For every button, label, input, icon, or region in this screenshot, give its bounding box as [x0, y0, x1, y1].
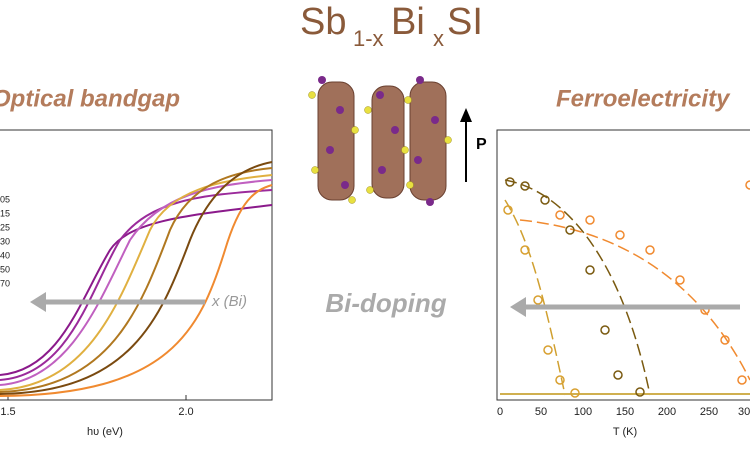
- marker: [600, 325, 610, 335]
- marker: [540, 195, 550, 205]
- marker: [348, 196, 356, 204]
- x-tick-label: 100: [574, 406, 592, 418]
- curve: [0, 167, 273, 393]
- marker: [520, 245, 530, 255]
- frame: [0, 129, 273, 401]
- legend-entry: 25: [0, 222, 10, 232]
- group: [503, 205, 580, 398]
- marker: [378, 166, 386, 174]
- center-label: Bi-doping: [325, 288, 446, 318]
- marker: [326, 146, 334, 154]
- marker: [351, 126, 359, 134]
- curve: [0, 184, 273, 397]
- marker: [414, 156, 422, 164]
- legend-entry: 15: [0, 208, 10, 218]
- curve: [0, 174, 273, 391]
- x-tick-label: 50: [535, 406, 547, 418]
- group: [308, 91, 452, 204]
- curve: [504, 199, 566, 396]
- marker: [737, 375, 747, 385]
- left-chart: [0, 129, 273, 401]
- curve: [504, 179, 651, 396]
- x-tick-label: 250: [700, 406, 718, 418]
- arrow-head: [30, 292, 46, 312]
- marker: [364, 106, 372, 114]
- marker: [613, 370, 623, 380]
- x-axis-label: hυ (eV): [87, 426, 123, 438]
- right-chart: [496, 129, 750, 401]
- marker: [745, 180, 750, 190]
- curve: [0, 189, 273, 381]
- x-tick-label: 0: [497, 406, 503, 418]
- marker: [555, 375, 565, 385]
- left-heading: Optical bandgap: [0, 85, 180, 112]
- arrow-label: x (Bi): [211, 293, 247, 310]
- marker: [426, 198, 434, 206]
- marker: [615, 230, 625, 240]
- marker: [555, 210, 565, 220]
- marker: [416, 76, 424, 84]
- legend-entry: 40: [0, 250, 10, 260]
- marker: [533, 295, 543, 305]
- marker: [675, 275, 685, 285]
- legend-entry: 70: [0, 278, 10, 288]
- marker: [341, 181, 349, 189]
- group: [318, 76, 439, 206]
- marker: [565, 225, 575, 235]
- marker: [308, 91, 316, 99]
- marker: [520, 181, 530, 191]
- frame: [496, 129, 750, 401]
- legend-entry: 30: [0, 236, 10, 246]
- marker: [585, 265, 595, 275]
- column: [317, 81, 355, 201]
- x-tick-label: 1.5: [0, 406, 15, 418]
- group: [503, 177, 750, 398]
- marker: [404, 96, 412, 104]
- marker: [366, 186, 374, 194]
- column: [371, 85, 405, 199]
- group: [505, 177, 645, 397]
- marker: [585, 215, 595, 225]
- x-axis-label: T (K): [613, 426, 637, 438]
- curve: [0, 179, 273, 386]
- marker: [635, 387, 645, 397]
- x-tick-label: 200: [658, 406, 676, 418]
- title-si: SI: [447, 1, 483, 43]
- curve: [519, 219, 750, 381]
- marker: [444, 136, 452, 144]
- marker: [503, 205, 513, 215]
- x-tick-label: 30: [738, 406, 750, 418]
- marker: [431, 116, 439, 124]
- marker: [645, 245, 655, 255]
- marker: [406, 181, 414, 189]
- polarization-label: P: [476, 136, 487, 153]
- crystal-structure: [308, 76, 472, 206]
- group: [555, 180, 750, 385]
- marker: [376, 91, 384, 99]
- title-sub2: x: [433, 26, 444, 51]
- marker: [336, 106, 344, 114]
- x-tick-label: 2.0: [178, 406, 193, 418]
- marker: [318, 76, 326, 84]
- column: [409, 81, 447, 201]
- marker: [543, 345, 553, 355]
- legend-entry: 50: [0, 264, 10, 274]
- x-tick-label: 150: [616, 406, 634, 418]
- marker: [401, 146, 409, 154]
- title-bi: Bi: [391, 1, 425, 43]
- arrow-head: [510, 297, 526, 317]
- legend-entry: 05: [0, 194, 10, 204]
- marker: [505, 177, 515, 187]
- marker: [720, 335, 730, 345]
- marker: [311, 166, 319, 174]
- marker: [391, 126, 399, 134]
- curve: [0, 161, 273, 395]
- arrow-head: [460, 108, 472, 122]
- title-sub1: 1-x: [353, 26, 384, 51]
- title-sb: Sb: [300, 1, 346, 43]
- marker: [570, 388, 580, 398]
- right-heading: Ferroelectricity: [556, 85, 731, 112]
